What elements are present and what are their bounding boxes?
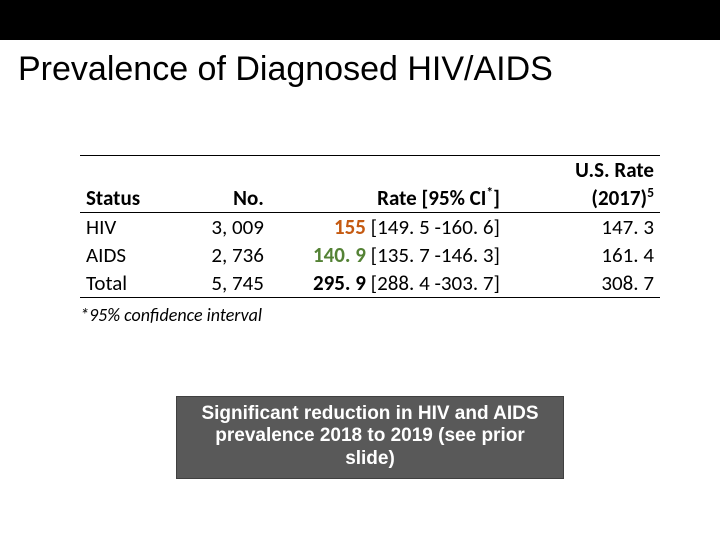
cell-rate: 295. 9 [288. 4 -303. 7] [270, 269, 506, 298]
top-accent-bar [0, 0, 720, 40]
table-row: HIV 3, 009 155 [149. 5 -160. 6] 147. 3 [80, 213, 660, 242]
rate-header-sup: * [486, 184, 493, 201]
cell-us: 147. 3 [506, 213, 660, 242]
cell-no: 3, 009 [178, 213, 270, 242]
table-body: HIV 3, 009 155 [149. 5 -160. 6] 147. 3 A… [80, 213, 660, 298]
col-header-status: Status [80, 156, 178, 213]
col-header-us-line1: U.S. Rate [506, 156, 660, 185]
table-header-row: Status No. Rate [95% CI*] U.S. Rate [80, 156, 660, 185]
cell-status: HIV [80, 213, 178, 242]
cell-no: 2, 736 [178, 241, 270, 269]
rate-ci: [149. 5 -160. 6] [366, 214, 500, 240]
col-header-rate: Rate [95% CI*] [270, 156, 506, 213]
rate-value: 155 [334, 214, 366, 240]
cell-status: AIDS [80, 241, 178, 269]
cell-us: 308. 7 [506, 269, 660, 298]
table-row: Total 5, 745 295. 9 [288. 4 -303. 7] 308… [80, 269, 660, 298]
rate-value: 140. 9 [313, 242, 366, 268]
rate-ci: [288. 4 -303. 7] [366, 270, 500, 296]
col-header-us-line2: (2017)5 [506, 184, 660, 213]
col-header-no: No. [178, 156, 270, 213]
rate-ci: [135. 7 -146. 3] [366, 242, 500, 268]
rate-value: 295. 9 [313, 270, 366, 296]
cell-us: 161. 4 [506, 241, 660, 269]
callout-box: Significant reduction in HIV and AIDS pr… [176, 396, 564, 479]
cell-status: Total [80, 269, 178, 298]
cell-no: 5, 745 [178, 269, 270, 298]
cell-rate: 155 [149. 5 -160. 6] [270, 213, 506, 242]
cell-rate: 140. 9 [135. 7 -146. 3] [270, 241, 506, 269]
prevalence-table: Status No. Rate [95% CI*] U.S. Rate (201… [80, 155, 660, 298]
us-header-sup: 5 [647, 184, 654, 201]
slide-container: Prevalence of Diagnosed HIV/AIDS Status … [0, 0, 720, 540]
data-table-container: Status No. Rate [95% CI*] U.S. Rate (201… [80, 155, 660, 298]
footnote-text: *95% confidence interval [80, 304, 262, 326]
table-row: AIDS 2, 736 140. 9 [135. 7 -146. 3] 161.… [80, 241, 660, 269]
slide-title: Prevalence of Diagnosed HIV/AIDS [18, 50, 553, 89]
rate-header-text: Rate [95% CI*] [377, 185, 500, 211]
